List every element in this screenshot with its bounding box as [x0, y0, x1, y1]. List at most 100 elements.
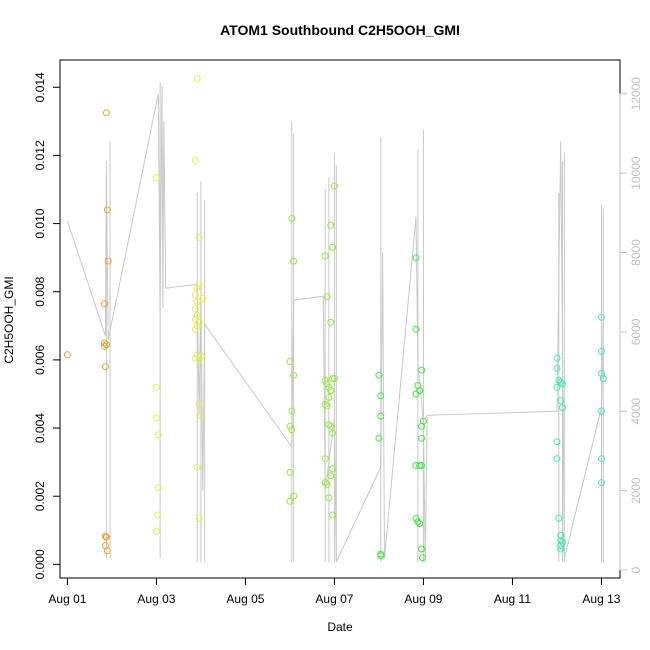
data-point [557, 545, 565, 553]
data-point [557, 542, 565, 550]
data-point [414, 518, 422, 526]
y2-tick-label: 10000 [629, 156, 643, 190]
data-point [553, 455, 561, 463]
data-point [325, 421, 333, 429]
data-point [559, 538, 566, 546]
data-point [290, 492, 298, 500]
data-point [553, 438, 561, 446]
data-point [152, 527, 160, 535]
data-point [598, 347, 605, 355]
data-point [598, 407, 605, 415]
data-point [193, 463, 201, 471]
data-point [598, 455, 605, 463]
y2-tick-label: 6000 [629, 318, 643, 345]
data-point [63, 351, 71, 359]
data-point [557, 537, 565, 544]
data-point [598, 313, 605, 321]
data-point [327, 422, 335, 430]
data-point [102, 341, 110, 349]
data-point [375, 371, 383, 379]
data-point [553, 364, 561, 372]
data-point [193, 75, 201, 83]
data-point [321, 479, 329, 487]
y2-tick-label: 0 [629, 566, 643, 573]
data-point [327, 387, 335, 395]
y-tick-label: 0.008 [33, 276, 47, 306]
data-point [555, 376, 563, 384]
data-point [418, 545, 426, 553]
x-axis: Aug 01 Aug 03 Aug 05 Aug 07 Aug 09 Aug 11 Aug … [48, 577, 621, 606]
data-point [329, 243, 337, 251]
data-point [288, 426, 296, 434]
data-point [193, 284, 201, 292]
data-point [197, 353, 205, 360]
data-point [103, 206, 111, 214]
data-point [416, 462, 424, 469]
data-point [195, 281, 203, 289]
data-point [191, 305, 199, 313]
data-point [559, 404, 566, 412]
data-point [197, 412, 205, 420]
data-point [195, 400, 203, 408]
y-tick-label: 0.004 [33, 413, 47, 443]
data-point [104, 257, 112, 265]
data-point [102, 533, 110, 541]
y2-tick-label: 12000 [629, 77, 643, 111]
x-tick-label: Aug 07 [315, 592, 353, 606]
y-tick-label: 0.000 [33, 549, 47, 579]
data-point [418, 422, 426, 430]
data-point [325, 494, 333, 502]
data-point [286, 497, 294, 505]
data-point [418, 462, 426, 469]
data-point [412, 325, 420, 333]
data-point [327, 221, 335, 229]
x-tick-label: Aug 05 [226, 592, 264, 606]
data-point [152, 383, 160, 391]
x-tick-label: Aug 11 [494, 592, 531, 606]
y2-axis: 0 2000 4000 6000 8000 10000 12000 [619, 77, 643, 573]
data-point [101, 363, 109, 371]
data-point [599, 375, 607, 383]
data-point [193, 312, 201, 320]
data-point [101, 532, 109, 540]
data-point [152, 414, 160, 422]
data-point [555, 514, 563, 522]
data-point [286, 468, 294, 476]
data-point [199, 295, 207, 303]
data-point [195, 233, 203, 241]
data-point [153, 511, 161, 519]
data-point [377, 412, 385, 420]
data-point [329, 429, 337, 437]
data-point [330, 375, 338, 383]
data-point [559, 380, 566, 388]
y-tick-label: 0.010 [33, 208, 47, 238]
chart-title: ATOM1 Southbound C2H5OOH_GMI [220, 22, 460, 38]
x-tick-label: Aug 13 [582, 592, 620, 606]
data-point [152, 174, 160, 182]
data-points-layer [63, 75, 607, 562]
data-point [321, 252, 329, 260]
data-point [327, 472, 335, 480]
data-point [191, 291, 199, 299]
data-point [101, 342, 108, 350]
data-point [154, 484, 162, 492]
data-point [101, 300, 108, 308]
data-point [323, 480, 331, 488]
data-point [377, 552, 385, 560]
data-point [598, 479, 605, 487]
data-point [286, 422, 294, 430]
data-point [323, 293, 331, 301]
data-point [193, 322, 201, 330]
data-point [323, 380, 331, 388]
y-axis: 0.000 0.002 0.004 0.006 0.008 0.010 0.012 0.014 [33, 72, 61, 579]
data-point [553, 383, 561, 391]
data-point [321, 376, 329, 384]
data-point [557, 531, 565, 539]
data-point [193, 298, 201, 306]
data-point [375, 434, 383, 442]
data-point [323, 402, 331, 410]
y2-tick-label: 8000 [629, 239, 643, 266]
data-point [286, 358, 294, 366]
data-point [195, 514, 203, 522]
data-point [103, 547, 111, 555]
